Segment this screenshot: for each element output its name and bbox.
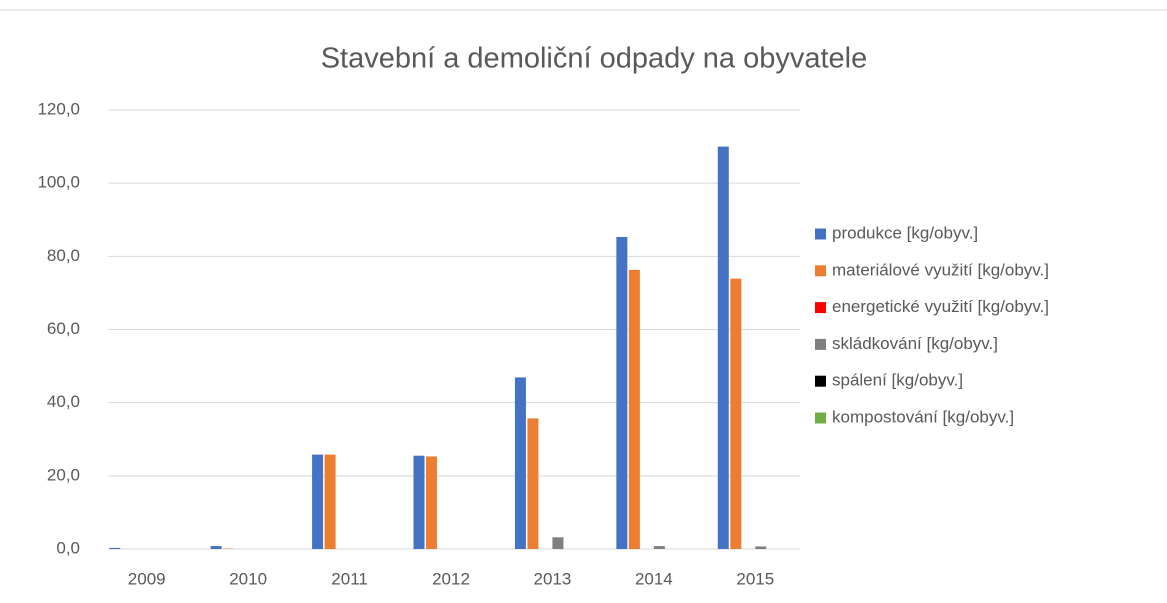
- bar: [552, 537, 564, 549]
- x-tick-label: 2013: [534, 569, 572, 588]
- bar: [653, 546, 665, 549]
- x-tick-label: 2012: [432, 569, 470, 588]
- legend-label: spálení [kg/obyv.]: [832, 371, 963, 390]
- bar: [413, 455, 425, 549]
- legend-label: energetické využití [kg/obyv.]: [832, 297, 1049, 316]
- bar: [426, 456, 437, 549]
- y-tick-label: 20,0: [47, 465, 80, 484]
- y-tick-label: 100,0: [37, 173, 80, 192]
- legend-swatch: [815, 338, 826, 350]
- x-tick-label: 2009: [128, 569, 166, 588]
- legend-label: skládkování [kg/obyv.]: [832, 334, 998, 353]
- bar: [210, 546, 222, 549]
- y-tick-label: 40,0: [47, 392, 80, 411]
- legend-swatch: [815, 228, 826, 240]
- bar: [616, 236, 628, 550]
- x-tick-label: 2010: [229, 569, 267, 588]
- bar: [312, 454, 324, 549]
- chart-title: Stavební a demoliční odpady na obyvatele: [321, 43, 868, 75]
- y-tick-label: 120,0: [37, 99, 80, 118]
- y-tick-label: 80,0: [47, 246, 80, 265]
- bar: [628, 269, 640, 549]
- bar: [109, 547, 121, 549]
- legend-swatch: [815, 412, 826, 424]
- legend-swatch: [815, 302, 826, 314]
- bar: [730, 278, 742, 549]
- bar: [717, 146, 729, 550]
- bar: [755, 546, 767, 549]
- bar: [527, 418, 539, 549]
- x-tick-label: 2015: [736, 569, 774, 588]
- legend-label: materiálové využití [kg/obyv.]: [832, 260, 1049, 279]
- x-tick-label: 2011: [331, 569, 368, 588]
- x-tick-label: 2014: [635, 569, 673, 588]
- bar: [514, 377, 526, 549]
- legend-swatch: [815, 375, 826, 387]
- y-tick-label: 0,0: [56, 538, 80, 557]
- legend-label: kompostování [kg/obyv.]: [832, 407, 1014, 426]
- legend-label: produkce [kg/obyv.]: [832, 223, 978, 242]
- bar: [324, 454, 336, 549]
- legend-swatch: [815, 265, 826, 277]
- y-tick-label: 60,0: [47, 319, 80, 338]
